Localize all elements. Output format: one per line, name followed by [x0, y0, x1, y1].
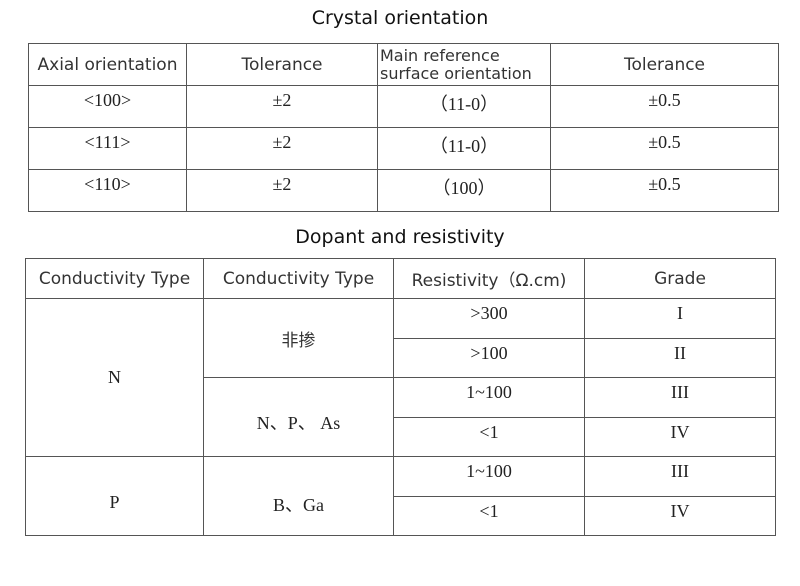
- tolerance-cell: ±2: [186, 169, 378, 212]
- surface-orientation-cell: （100）: [377, 169, 551, 212]
- surface-orientation-cell: （11-0）: [377, 127, 551, 170]
- table-row: <1 IV: [26, 416, 776, 457]
- crystal-orientation-table: Axial orientation Tolerance Main referen…: [28, 43, 779, 212]
- resistivity-cell: 1~100: [393, 377, 585, 418]
- header-grade: Grade: [584, 258, 776, 299]
- grade-cell: IV: [584, 416, 776, 457]
- conductivity-type-cell: N: [25, 298, 204, 457]
- dopant-resistivity-table: Conductivity Type Conductivity Type Resi…: [25, 258, 776, 536]
- surface-orientation-cell: （11-0）: [377, 85, 551, 128]
- header-conductivity-type: Conductivity Type: [25, 258, 204, 299]
- tolerance-cell: ±2: [186, 85, 378, 128]
- table-header-row: Conductivity Type Conductivity Type Resi…: [25, 258, 776, 299]
- table-row: P B、Ga 1~100 III: [25, 456, 776, 536]
- surface-tolerance-cell: ±0.5: [550, 127, 779, 170]
- table-header-row: Axial orientation Tolerance Main referen…: [28, 43, 779, 86]
- grade-cell: I: [584, 298, 776, 339]
- table-row: <1 IV: [26, 495, 776, 536]
- header-tolerance-2: Tolerance: [550, 43, 779, 86]
- table-row: <110> ±2 （100） ±0.5: [28, 169, 779, 212]
- resistivity-cell: 1~100: [393, 456, 585, 497]
- conductivity-type-cell: P: [25, 456, 204, 536]
- axial-orientation-cell: <110>: [28, 169, 187, 212]
- table-row: <111> ±2 （11-0） ±0.5: [28, 127, 779, 170]
- grade-cell: IV: [584, 495, 776, 536]
- table-row: <100> ±2 （11-0） ±0.5: [28, 85, 779, 128]
- grade-cell: III: [584, 456, 776, 497]
- crystal-orientation-title: Crystal orientation: [311, 7, 489, 29]
- dopant-resistivity-title: Dopant and resistivity: [295, 226, 505, 248]
- surface-tolerance-cell: ±0.5: [550, 169, 779, 212]
- axial-orientation-cell: <100>: [28, 85, 187, 128]
- surface-tolerance-cell: ±0.5: [550, 85, 779, 128]
- resistivity-cell: >300: [393, 298, 585, 339]
- header-tolerance: Tolerance: [186, 43, 378, 86]
- header-conductivity-type-2: Conductivity Type: [203, 258, 394, 299]
- table-row: >100 II: [26, 337, 776, 378]
- resistivity-cell: <1: [393, 495, 585, 536]
- axial-orientation-cell: <111>: [28, 127, 187, 170]
- dopant-cell: 非掺: [203, 298, 394, 378]
- header-resistivity: Resistivity（Ω.cm): [393, 258, 585, 299]
- dopant-cell: N、P、 As: [203, 377, 394, 457]
- header-main-reference-surface: Main reference surface orientation: [377, 43, 551, 86]
- dopant-cell: B、Ga: [203, 456, 394, 536]
- resistivity-cell: >100: [393, 337, 585, 378]
- grade-cell: III: [584, 377, 776, 418]
- table-row: N 非掺 >300 I: [25, 298, 776, 457]
- header-axial-orientation: Axial orientation: [28, 43, 187, 86]
- grade-cell: II: [584, 337, 776, 378]
- tolerance-cell: ±2: [186, 127, 378, 170]
- resistivity-cell: <1: [393, 416, 585, 457]
